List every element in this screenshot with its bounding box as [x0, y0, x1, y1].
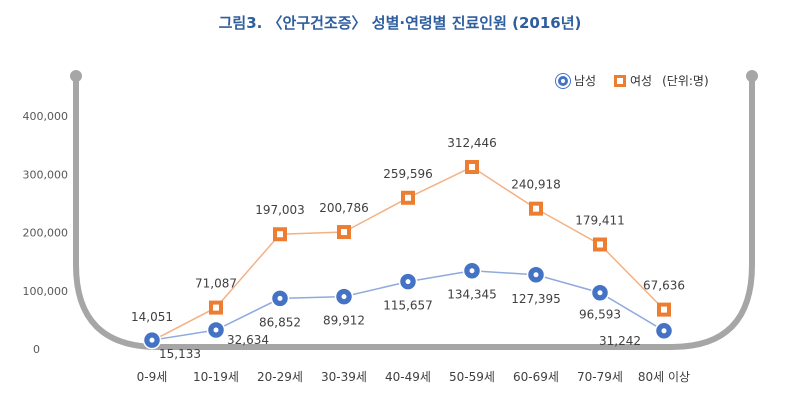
data-label-female: 14,051 [131, 310, 173, 324]
x-tick-label: 30-39세 [321, 370, 367, 384]
legend: 남성 여성 (단위:명) [0, 72, 780, 90]
frame-right-cap [746, 70, 758, 82]
data-point-male-inner [341, 294, 347, 300]
chart-title: 그림3. 〈안구건조증〉 성별·연령별 진료인원 (2016년) [218, 14, 582, 32]
data-label-female: 197,003 [255, 203, 305, 217]
data-label-male: 86,852 [259, 315, 301, 329]
data-point-female-inner [213, 304, 219, 311]
data-point-male-inner [213, 327, 219, 333]
data-label-male: 15,133 [159, 347, 201, 361]
y-tick-label: 300,000 [23, 168, 69, 181]
data-label-male: 32,634 [227, 333, 269, 347]
data-label-male: 134,345 [447, 288, 497, 302]
legend-marker-male-icon [556, 73, 570, 88]
data-point-male-inner [405, 279, 411, 285]
data-point-male-inner [149, 337, 155, 343]
data-point-female-inner [597, 241, 603, 248]
data-point-male-inner [533, 272, 539, 278]
data-label-male: 89,912 [323, 314, 365, 328]
data-label-male: 127,395 [511, 292, 561, 306]
data-label-male: 96,593 [579, 308, 621, 322]
y-tick-label: 100,000 [23, 285, 69, 298]
data-label-male: 31,242 [599, 334, 641, 348]
x-tick-label: 60-69세 [513, 370, 559, 384]
x-tick-label: 0-9세 [137, 370, 168, 384]
legend-label-male: 남성 [574, 74, 597, 88]
data-label-female: 67,636 [643, 279, 685, 293]
x-tick-label: 20-29세 [257, 370, 303, 384]
y-tick-label: 200,000 [23, 227, 69, 240]
frame-shape [73, 73, 755, 350]
frame-left-cap [70, 70, 82, 82]
data-label-female: 240,918 [511, 178, 561, 192]
data-label-female: 71,087 [195, 277, 237, 291]
data-point-female-inner [533, 205, 539, 212]
x-tick-label: 70-79세 [577, 370, 623, 384]
data-label-female: 200,786 [319, 201, 369, 215]
data-label-female: 259,596 [383, 167, 433, 181]
legend-item-female: 여성 (단위:명) [614, 72, 709, 89]
data-point-female-inner [341, 229, 347, 236]
data-point-male-inner [277, 295, 283, 301]
x-tick-label: 40-49세 [385, 370, 431, 384]
data-point-male-inner [597, 290, 603, 296]
legend-unit: (단위:명) [662, 74, 709, 88]
data-point-female-inner [469, 164, 475, 171]
legend-item-male: 남성 [556, 72, 596, 89]
y-tick-label: 400,000 [23, 110, 69, 123]
data-point-male-inner [661, 328, 667, 334]
data-point-female-inner [277, 231, 283, 238]
legend-label-female: 여성 [630, 74, 653, 88]
legend-marker-female-icon [614, 74, 626, 87]
data-point-male-inner [469, 268, 475, 274]
x-tick-label: 10-19세 [193, 370, 239, 384]
data-point-female-inner [661, 306, 667, 313]
data-point-female-inner [405, 194, 411, 201]
x-tick-label: 80세 이상 [638, 370, 690, 384]
x-tick-label: 50-59세 [449, 370, 495, 384]
data-label-male: 115,657 [383, 299, 433, 313]
data-label-female: 179,411 [575, 213, 625, 227]
data-label-female: 312,446 [447, 136, 497, 150]
y-tick-label: 0 [33, 343, 40, 356]
